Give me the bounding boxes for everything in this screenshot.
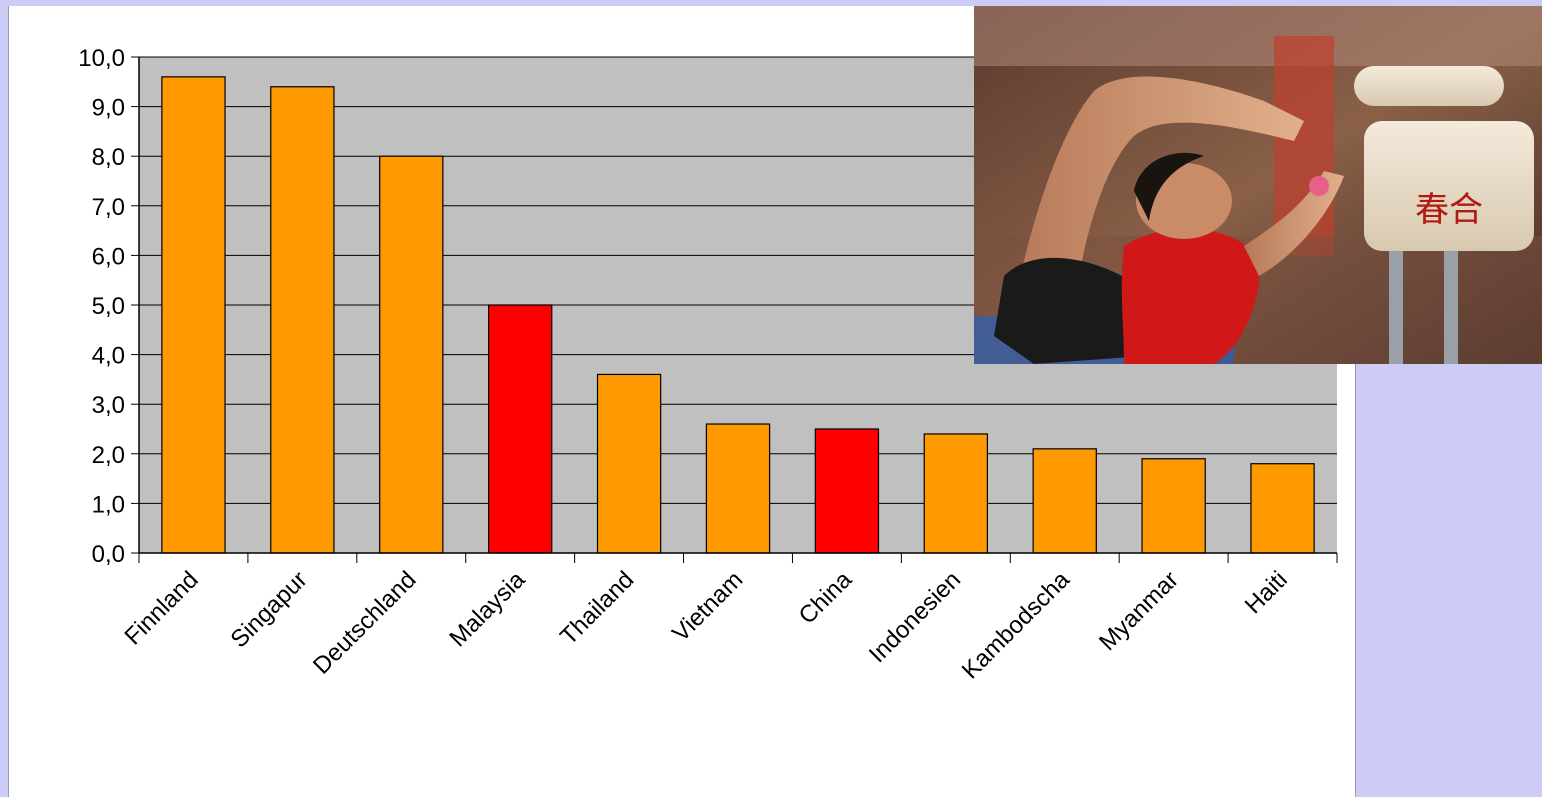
bar-vietnam: [706, 424, 769, 553]
x-category-label: Haiti: [1240, 566, 1293, 619]
gymnast-photo: 春合: [974, 6, 1542, 364]
x-category-label: Thailand: [555, 566, 639, 650]
y-tick-label: 2,0: [92, 442, 125, 469]
x-category-label: Vietnam: [667, 566, 748, 647]
y-tick-label: 7,0: [92, 194, 125, 221]
bar-myanmar: [1142, 459, 1205, 553]
x-category-label: Kambodscha: [957, 566, 1076, 685]
bar-indonesien: [924, 434, 987, 553]
x-category-label: Finnland: [120, 566, 204, 650]
y-tick-label: 10,0: [78, 45, 125, 72]
bar-kambodscha: [1033, 449, 1096, 553]
x-category-label: Malaysia: [444, 566, 531, 653]
bar-china: [815, 429, 878, 553]
bar-malaysia: [489, 305, 552, 553]
y-tick-label: 8,0: [92, 144, 125, 171]
bar-haiti: [1251, 464, 1314, 553]
bar-deutschland: [380, 156, 443, 553]
y-tick-label: 9,0: [92, 95, 125, 122]
pommel-characters: 春合: [1415, 190, 1483, 230]
y-tick-label: 6,0: [92, 243, 125, 270]
x-category-label: Deutschland: [308, 566, 421, 679]
x-category-label: Singapur: [226, 566, 313, 653]
y-tick-label: 1,0: [92, 491, 125, 518]
x-category-label: Indonesien: [864, 566, 966, 668]
bar-finnland: [162, 77, 225, 553]
x-category-label: China: [794, 566, 858, 630]
y-tick-label: 3,0: [92, 392, 125, 419]
bar-thailand: [598, 374, 661, 553]
x-category-label: Myanmar: [1094, 566, 1184, 656]
y-tick-label: 5,0: [92, 293, 125, 320]
y-tick-label: 0,0: [92, 541, 125, 568]
bar-singapur: [271, 87, 334, 553]
y-tick-label: 4,0: [92, 343, 125, 370]
